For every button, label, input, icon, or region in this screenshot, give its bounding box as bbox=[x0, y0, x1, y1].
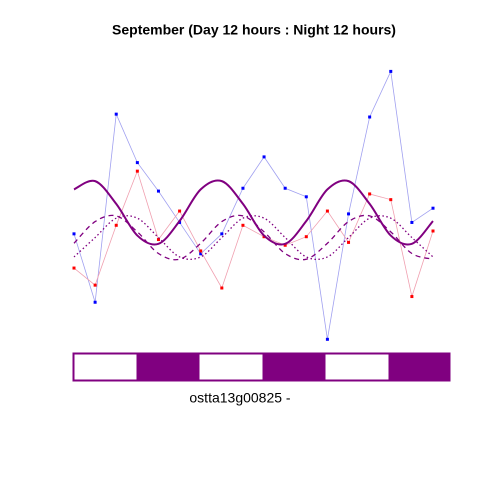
trend-curve bbox=[73, 179, 434, 246]
series-line bbox=[73, 69, 434, 340]
point bbox=[389, 198, 393, 202]
point bbox=[199, 252, 203, 256]
point bbox=[220, 286, 224, 290]
point bbox=[72, 232, 76, 236]
point bbox=[241, 186, 245, 190]
day-night-bar bbox=[72, 352, 451, 382]
point bbox=[325, 209, 329, 213]
x-label: ostta13g00825 - bbox=[189, 390, 291, 406]
point bbox=[135, 161, 139, 165]
trend-curve bbox=[73, 214, 434, 261]
point bbox=[410, 295, 414, 299]
point bbox=[283, 243, 287, 247]
day-block bbox=[73, 353, 137, 381]
day-block bbox=[199, 353, 263, 381]
point bbox=[93, 283, 97, 287]
night-block bbox=[388, 353, 450, 381]
point bbox=[72, 266, 76, 270]
night-block bbox=[136, 353, 200, 381]
point bbox=[304, 195, 308, 199]
chart-title: September (Day 12 hours : Night 12 hours… bbox=[112, 22, 396, 38]
point bbox=[304, 235, 308, 239]
point bbox=[199, 249, 203, 253]
point bbox=[178, 209, 182, 213]
point bbox=[114, 112, 118, 116]
night-block bbox=[262, 353, 326, 381]
point bbox=[93, 300, 97, 304]
point bbox=[220, 232, 224, 236]
point bbox=[347, 212, 351, 216]
bar-frame bbox=[72, 352, 451, 382]
point bbox=[368, 192, 372, 196]
point bbox=[262, 155, 266, 159]
point bbox=[156, 189, 160, 193]
point bbox=[114, 223, 118, 227]
point bbox=[431, 206, 435, 210]
point bbox=[156, 238, 160, 242]
trend-curve bbox=[73, 215, 434, 261]
point bbox=[347, 240, 351, 244]
point bbox=[431, 229, 435, 233]
point bbox=[283, 186, 287, 190]
point bbox=[368, 115, 372, 119]
series-line bbox=[73, 169, 434, 299]
day-block bbox=[325, 353, 389, 381]
point bbox=[325, 337, 329, 341]
point bbox=[410, 220, 414, 224]
point bbox=[389, 69, 393, 73]
point bbox=[135, 169, 139, 173]
point bbox=[241, 223, 245, 227]
